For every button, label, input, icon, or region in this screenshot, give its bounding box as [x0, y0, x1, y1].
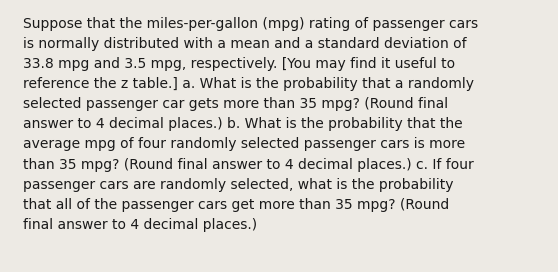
Text: Suppose that the miles-per-gallon (mpg) rating of passenger cars
is normally dis: Suppose that the miles-per-gallon (mpg) …: [23, 17, 478, 232]
